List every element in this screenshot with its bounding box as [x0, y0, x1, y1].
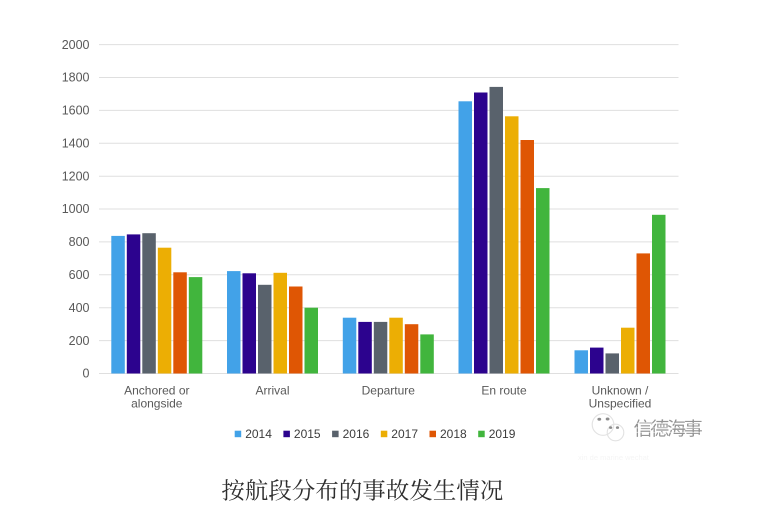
svg-text:1200: 1200 [62, 169, 90, 183]
svg-text:600: 600 [69, 268, 90, 282]
svg-text:2015: 2015 [294, 427, 321, 441]
svg-text:2017: 2017 [391, 427, 418, 441]
svg-text:xin de marine wechat: xin de marine wechat [578, 453, 650, 462]
svg-text:800: 800 [69, 235, 90, 249]
svg-text:Departure: Departure [362, 384, 416, 398]
svg-text:Arrival: Arrival [255, 384, 289, 398]
svg-text:0: 0 [83, 367, 90, 381]
svg-text:En route: En route [481, 384, 527, 398]
svg-text:2016: 2016 [343, 427, 370, 441]
svg-text:1800: 1800 [62, 71, 90, 85]
svg-text:Unspecified: Unspecified [589, 397, 652, 411]
svg-text:2000: 2000 [62, 38, 90, 52]
svg-text:200: 200 [69, 334, 90, 348]
svg-text:1000: 1000 [62, 202, 90, 216]
svg-text:1400: 1400 [62, 137, 90, 151]
svg-text:2018: 2018 [440, 427, 467, 441]
svg-text:Unknown /: Unknown / [592, 384, 649, 398]
svg-text:alongside: alongside [131, 397, 183, 411]
svg-text:1600: 1600 [62, 104, 90, 118]
svg-text:2014: 2014 [245, 427, 272, 441]
svg-text:2019: 2019 [489, 427, 516, 441]
svg-text:Anchored or: Anchored or [124, 384, 189, 398]
svg-text:400: 400 [69, 301, 90, 315]
